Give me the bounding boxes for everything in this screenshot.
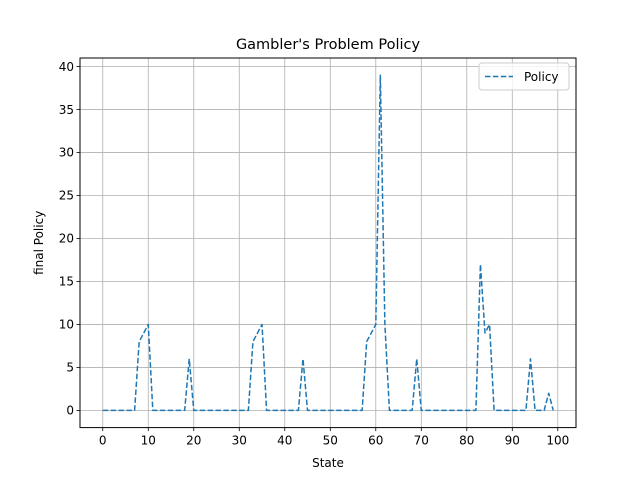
x-tick-label: 90 xyxy=(505,434,520,448)
y-tick-label: 30 xyxy=(59,146,74,160)
x-tick-label: 80 xyxy=(459,434,474,448)
x-tick-label: 30 xyxy=(232,434,247,448)
y-tick-label: 35 xyxy=(59,103,74,117)
plot-frame xyxy=(79,57,577,429)
ticks: 0 10 20 30 40 50 60 70 80 90 100 0 5 10 15 20 25 30 35 40 xyxy=(59,60,570,448)
y-tick-label: 20 xyxy=(59,232,74,246)
x-axis-label: State xyxy=(312,456,344,470)
y-axis-label: final Policy xyxy=(32,211,46,275)
series-line-policy xyxy=(102,74,554,412)
x-tick-label: 50 xyxy=(323,434,338,448)
series-layer xyxy=(102,74,554,412)
y-tick-label: 10 xyxy=(59,318,74,332)
x-tick-label: 70 xyxy=(414,434,429,448)
x-tick-label: 100 xyxy=(546,434,569,448)
y-tick-label: 15 xyxy=(59,275,74,289)
y-tick-label: 0 xyxy=(66,404,74,418)
x-tick-label: 0 xyxy=(99,434,107,448)
legend-label-policy: Policy xyxy=(524,70,559,84)
legend-box xyxy=(478,62,570,91)
y-tick-label: 40 xyxy=(59,60,74,74)
y-tick-label: 25 xyxy=(59,189,74,203)
chart-title: Gambler's Problem Policy xyxy=(236,37,421,53)
x-tick-label: 60 xyxy=(368,434,383,448)
legend: Policy xyxy=(478,62,570,91)
x-tick-label: 40 xyxy=(277,434,292,448)
x-tick-label: 20 xyxy=(186,434,201,448)
x-tick-label: 10 xyxy=(141,434,156,448)
y-tick-label: 5 xyxy=(66,361,74,375)
